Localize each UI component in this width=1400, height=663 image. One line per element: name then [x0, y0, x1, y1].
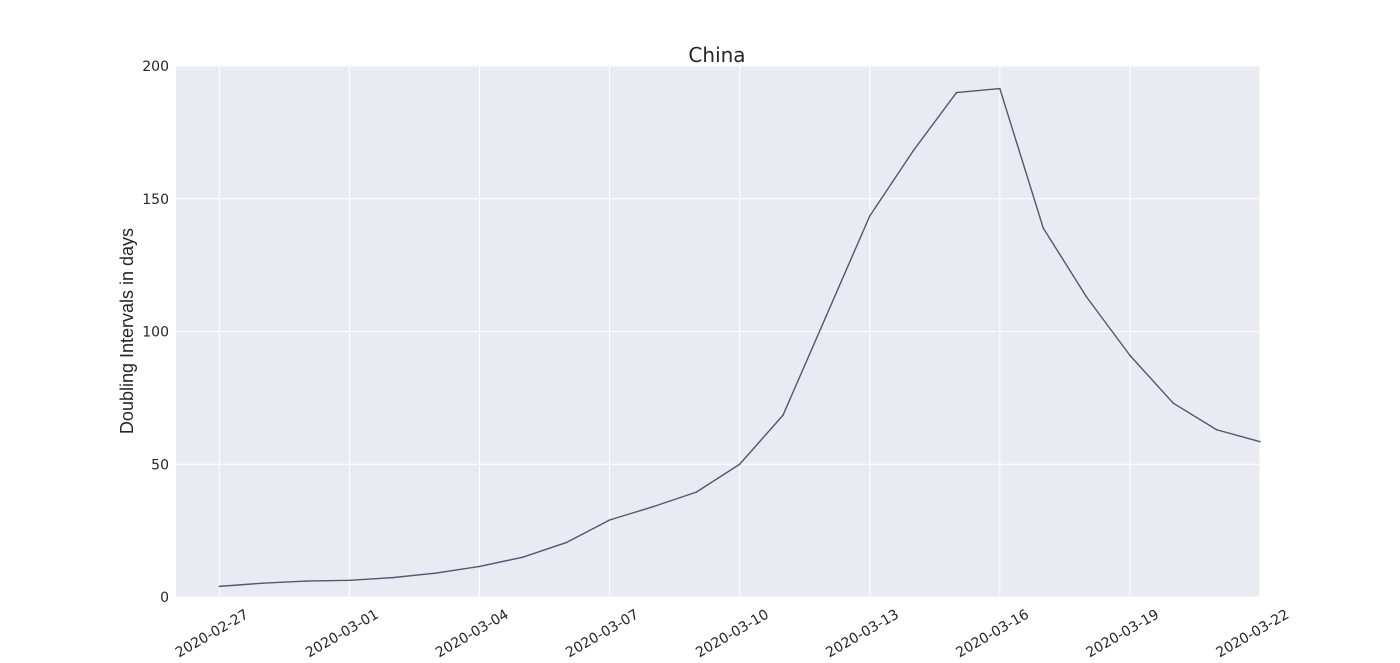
x-tick-label: 2020-03-07: [563, 607, 641, 662]
data-point: [1129, 354, 1131, 357]
data-point: [955, 91, 958, 94]
data-point: [608, 519, 611, 521]
data-point: [305, 580, 307, 582]
data-point: [478, 565, 481, 568]
data-point: [565, 541, 568, 544]
data-point: [738, 463, 741, 466]
data-point: [1085, 296, 1088, 298]
data-point: [782, 414, 784, 416]
x-tick-label: 2020-03-01: [303, 607, 381, 662]
y-tick-label: 50: [151, 457, 169, 473]
x-tick-label: 2020-03-19: [1083, 607, 1161, 662]
x-tick-label: 2020-03-13: [823, 607, 901, 662]
data-point: [348, 579, 351, 582]
x-tick-label: 2020-03-16: [953, 607, 1032, 662]
data-point: [261, 582, 264, 584]
y-axis-ticks: 0 50 100 150 200: [142, 59, 169, 606]
y-tick-label: 100: [142, 325, 169, 341]
grid: [176, 65, 1261, 598]
data-point: [868, 215, 871, 217]
data-point: [1042, 227, 1044, 229]
y-axis-label: Doubling Intervals in days: [117, 228, 137, 434]
data-point: [652, 505, 654, 508]
data-point: [522, 556, 524, 558]
chart-title: China: [688, 43, 745, 67]
data-point: [912, 150, 914, 152]
series-layer: [218, 87, 1261, 588]
x-tick-label: 2020-03-22: [1214, 607, 1292, 662]
y-tick-label: 200: [142, 59, 169, 75]
data-point: [999, 87, 1001, 90]
data-point: [1172, 402, 1175, 404]
data-point: [825, 314, 828, 317]
data-point: [392, 576, 394, 579]
y-tick-label: 0: [160, 590, 169, 606]
data-point: [218, 585, 221, 588]
data-point: [1215, 428, 1218, 431]
y-tick-label: 150: [142, 192, 169, 208]
x-axis-ticks: 2020-02-27 2020-03-01 2020-03-04 2020-03-07…: [173, 607, 1292, 662]
x-tick-label: 2020-02-27: [173, 607, 251, 662]
data-point: [695, 491, 698, 493]
x-tick-label: 2020-03-10: [693, 607, 771, 662]
data-point: [435, 572, 437, 574]
data-point: [1259, 440, 1261, 443]
x-tick-label: 2020-03-04: [433, 607, 512, 662]
